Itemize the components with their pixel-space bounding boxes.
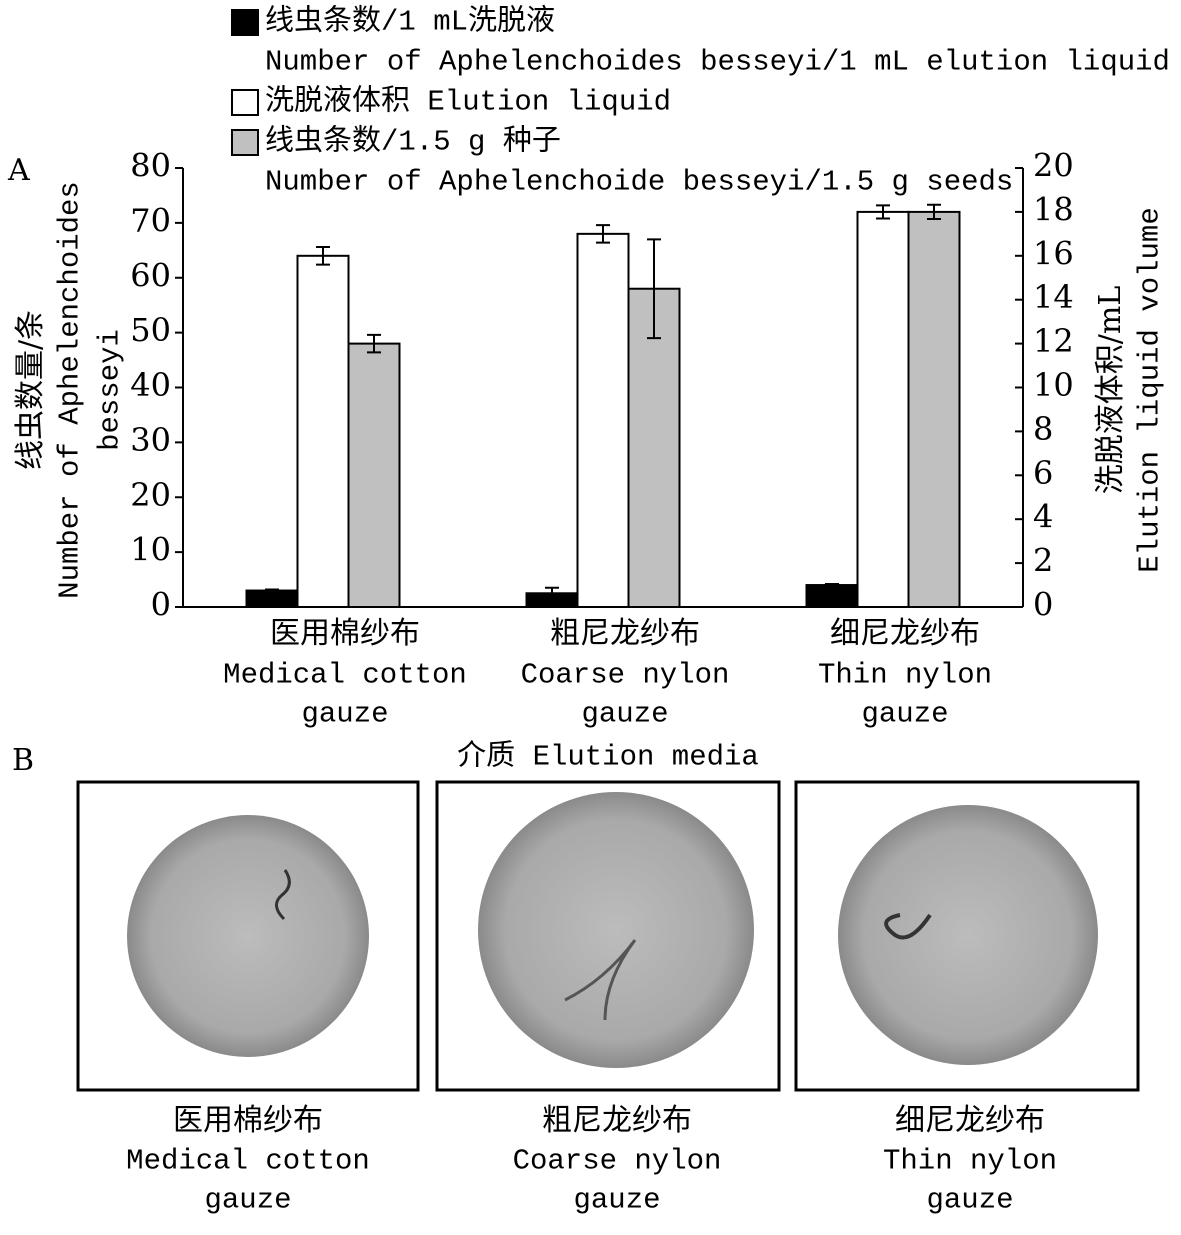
x-axis-title: 介质 Elution media (457, 739, 759, 774)
label-line: gauze (861, 698, 948, 731)
legend-swatch (231, 129, 259, 156)
y2-tick-label: 16 (1033, 234, 1074, 272)
legend-label: Number of Aphelenchoide besseyi/1.5 g se… (265, 166, 1013, 199)
panel-label: A (7, 153, 30, 188)
nematode (564, 939, 637, 1021)
label-line: gauze (204, 1184, 291, 1217)
y-tick-label: 70 (130, 201, 171, 239)
legend-label: 线虫条数/1 mL洗脱液 (265, 4, 555, 39)
y2-tick-label: 6 (1033, 454, 1053, 492)
legend-label: Number of Aphelenchoides besseyi/1 mL el… (265, 46, 1170, 79)
bar (576, 232, 630, 608)
label-line: Medical cotton (223, 659, 467, 692)
y2-tick-label: 12 (1033, 322, 1074, 360)
y2-tick-label: 8 (1033, 410, 1053, 448)
y2-tick-label: 18 (1033, 190, 1074, 228)
x-tick-label: 医用棉纱布 (270, 616, 420, 651)
petri-dish (127, 815, 369, 1057)
y-tick-label: 50 (130, 311, 171, 349)
error-bar (545, 586, 559, 600)
label-line: Thin nylon (818, 659, 992, 692)
label-line: gauze (301, 698, 388, 731)
error-bar (316, 246, 330, 266)
image-label: 粗尼龙纱布 (542, 1103, 692, 1138)
x-tick-label: 粗尼龙纱布 (550, 616, 700, 651)
bar (627, 287, 681, 608)
y-tick-label: 0 (151, 586, 171, 624)
legend-label: 洗脱液体积 Elution liquid (265, 84, 671, 119)
label-line: gauze (573, 1184, 660, 1217)
bar (245, 589, 299, 608)
error-bar (927, 203, 941, 221)
error-bar (596, 224, 610, 244)
bar (296, 254, 350, 609)
y2-axis-title: 洗脱液体积/mL (1093, 286, 1128, 495)
y2-axis-title: Elution liquid volume (1134, 207, 1167, 572)
label-line: Number of Aphelenchoides (54, 181, 87, 599)
nematode (884, 913, 932, 940)
label-line: Coarse nylon (513, 1145, 722, 1178)
label-line: besseyi (94, 329, 127, 451)
y-tick-label: 60 (130, 256, 171, 294)
label-line: Thin nylon (883, 1145, 1057, 1178)
legend-swatch (231, 89, 259, 116)
x-tick-label: 细尼龙纱布 (830, 616, 980, 651)
y2-tick-label: 10 (1033, 366, 1074, 404)
legend-label: 线虫条数/1.5 g 种子 (265, 124, 561, 159)
label-line: Medical cotton (126, 1145, 370, 1178)
bar (907, 210, 961, 608)
error-bar (647, 238, 661, 340)
label-line: Coarse nylon (521, 659, 730, 692)
y2-tick-label: 2 (1033, 542, 1053, 580)
y-tick-label: 40 (130, 366, 171, 404)
y-tick-label: 20 (130, 476, 171, 514)
bar (805, 584, 859, 608)
petri-dish (838, 805, 1098, 1065)
y-axis-title: 线虫数量/条 (13, 310, 48, 470)
legend-swatch (231, 9, 259, 36)
panel-label: B (12, 743, 34, 778)
error-bar (367, 333, 381, 354)
y-tick-label: 80 (130, 147, 171, 185)
label-line: gauze (581, 698, 668, 731)
image-label: 细尼龙纱布 (895, 1103, 1045, 1138)
y2-tick-label: 20 (1033, 147, 1074, 185)
bar (856, 210, 910, 608)
y2-tick-label: 0 (1033, 586, 1053, 624)
y-tick-label: 10 (130, 531, 171, 569)
y2-tick-label: 4 (1033, 498, 1053, 536)
y2-tick-label: 14 (1033, 278, 1074, 316)
label-line: gauze (926, 1184, 1013, 1217)
petri-dish (478, 792, 754, 1068)
y-tick-label: 30 (130, 421, 171, 459)
error-bar (265, 588, 279, 593)
nematode (275, 869, 291, 921)
error-bar (825, 582, 839, 588)
error-bar (876, 204, 890, 220)
bar (347, 342, 401, 608)
image-label: 医用棉纱布 (173, 1103, 323, 1138)
